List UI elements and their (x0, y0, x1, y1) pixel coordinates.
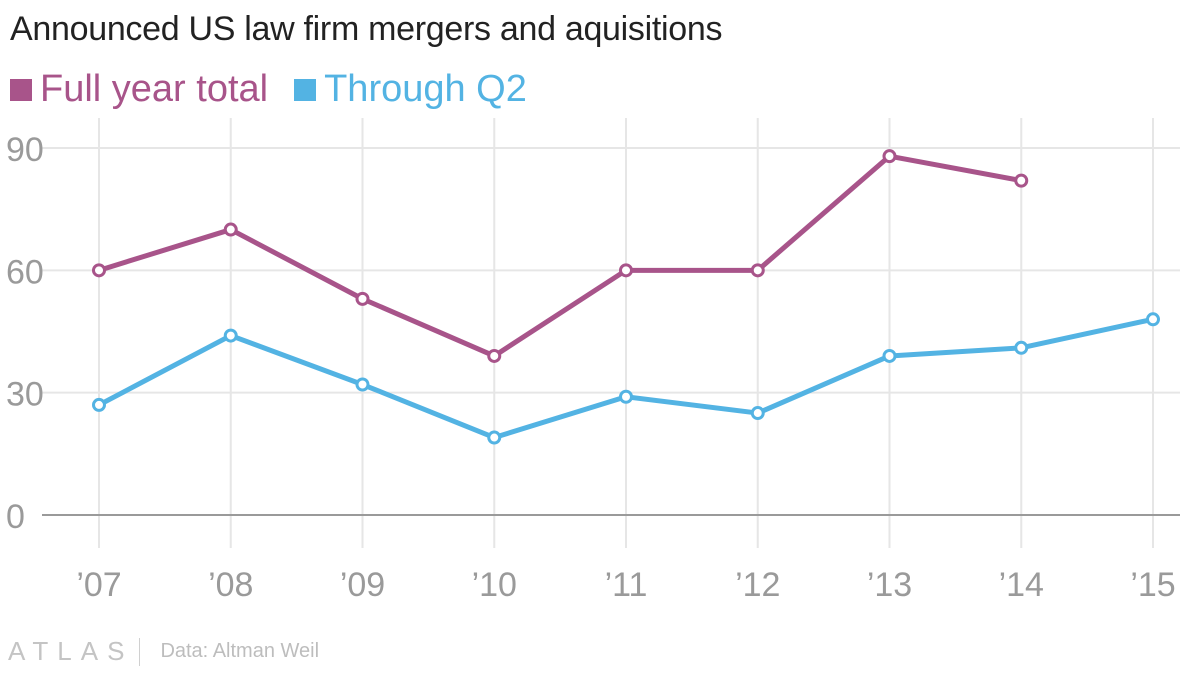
data-point-full-year (355, 291, 370, 306)
data-point-full-year (223, 222, 238, 237)
x-tick-label: ’08 (208, 566, 253, 604)
legend-item-through-q2: Through Q2 (294, 68, 527, 111)
x-tick-label: ’10 (472, 566, 517, 604)
data-point-through-q2 (355, 377, 370, 392)
chart-legend: Full year total Through Q2 (10, 68, 553, 111)
data-point-full-year (92, 263, 106, 278)
x-tick-label: ’07 (76, 566, 121, 604)
legend-swatch-full-year (10, 78, 32, 101)
axis-layer: 0 30 60 90 ’07 ’08 ’09 ’10 ’11 ’12 ’13 ’14 ’15 (6, 131, 1180, 604)
legend-label-full-year: Full year total (40, 68, 269, 110)
data-point-full-year (882, 149, 897, 164)
footer: ATLAS Data: Altman Weil (8, 636, 319, 667)
data-point-full-year (1014, 173, 1029, 188)
data-point-full-year (619, 263, 633, 278)
y-tick-label: 60 (6, 253, 44, 291)
data-point-through-q2 (223, 328, 238, 343)
data-point-through-q2 (882, 348, 897, 363)
data-point-through-q2 (750, 406, 765, 421)
data-point-through-q2 (619, 389, 633, 404)
data-point-full-year (487, 348, 502, 363)
x-tick-label: ’13 (867, 566, 912, 604)
x-tick-label: ’09 (340, 566, 385, 604)
series-line-full-year (96, 153, 1024, 359)
legend-label-through-q2: Through Q2 (324, 68, 527, 110)
data-point-through-q2 (92, 397, 106, 412)
chart-title: Announced US law firm mergers and aquisi… (10, 10, 723, 48)
data-source: Data: Altman Weil (160, 640, 320, 662)
footer-divider (139, 637, 141, 666)
data-point-through-q2 (487, 430, 502, 445)
data-point-through-q2 (1146, 312, 1160, 327)
grid-layer (42, 118, 1180, 548)
y-tick-label: 30 (6, 376, 44, 414)
y-tick-label: 90 (6, 131, 44, 169)
x-tick-label: ’14 (999, 566, 1044, 604)
x-tick-label: ’12 (735, 566, 780, 604)
series-layer (92, 149, 1160, 445)
data-point-full-year (750, 263, 765, 278)
atlas-logo: ATLAS (8, 636, 134, 666)
x-tick-label: ’15 (1130, 566, 1175, 604)
legend-swatch-through-q2 (294, 78, 317, 101)
data-point-through-q2 (1014, 340, 1029, 355)
legend-item-full-year: Full year total (10, 68, 268, 111)
x-tick-label: ’11 (605, 566, 648, 604)
y-tick-label: 0 (6, 498, 25, 536)
